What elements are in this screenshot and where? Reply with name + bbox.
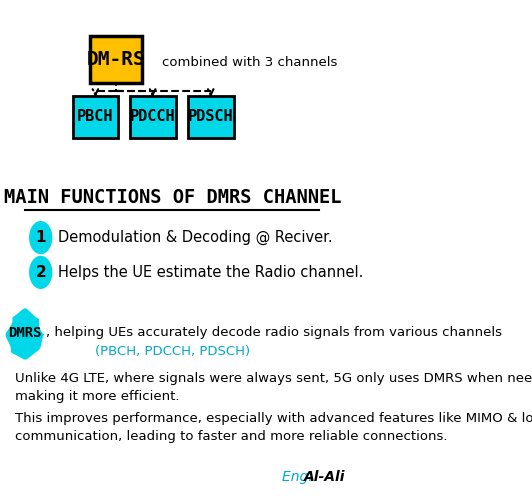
Text: Unlike 4G LTE, where signals were always sent, 5G only uses DMRS when needed,
ma: Unlike 4G LTE, where signals were always… — [15, 372, 532, 403]
Text: This improves performance, especially with advanced features like MIMO & low-lat: This improves performance, especially wi… — [15, 412, 532, 442]
Text: combined with 3 channels: combined with 3 channels — [162, 56, 337, 68]
FancyBboxPatch shape — [73, 96, 118, 138]
Text: PDCCH: PDCCH — [130, 110, 176, 124]
Polygon shape — [5, 308, 44, 360]
Circle shape — [30, 256, 52, 288]
Text: Eng.: Eng. — [281, 470, 317, 484]
FancyBboxPatch shape — [90, 36, 142, 84]
Text: 2: 2 — [35, 265, 46, 280]
FancyBboxPatch shape — [188, 96, 234, 138]
Text: PBCH: PBCH — [77, 110, 114, 124]
Circle shape — [30, 222, 52, 254]
Text: Al-Ali: Al-Ali — [304, 470, 345, 484]
Text: DMRS: DMRS — [9, 326, 42, 340]
Text: PDSCH: PDSCH — [188, 110, 234, 124]
FancyBboxPatch shape — [130, 96, 176, 138]
Text: (PBCH, PDCCH, PDSCH): (PBCH, PDCCH, PDSCH) — [95, 346, 250, 358]
Text: , helping UEs accurately decode radio signals from various channels: , helping UEs accurately decode radio si… — [46, 326, 502, 338]
Text: DM-RS: DM-RS — [87, 50, 145, 70]
Text: MAIN FUNCTIONS OF DMRS CHANNEL: MAIN FUNCTIONS OF DMRS CHANNEL — [4, 188, 341, 208]
Text: 1: 1 — [36, 230, 46, 245]
Text: Helps the UE estimate the Radio channel.: Helps the UE estimate the Radio channel. — [59, 265, 364, 280]
Text: Demodulation & Decoding @ Reciver.: Demodulation & Decoding @ Reciver. — [59, 230, 333, 245]
